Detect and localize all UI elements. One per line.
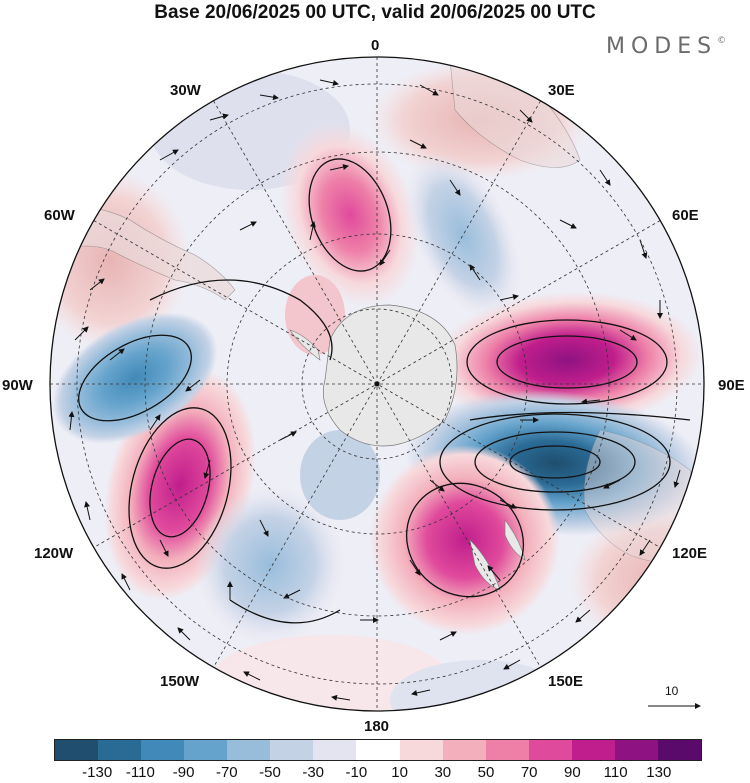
lon-label-150e: 150E	[548, 673, 584, 690]
lon-label-120e: 120E	[672, 545, 708, 562]
colorbar-tick-label: -110	[125, 764, 155, 781]
colorbar-swatch	[313, 740, 357, 760]
brand-mark: ©	[717, 36, 727, 46]
wind-vectors	[68, 79, 681, 701]
colorbar-tick-label: 90	[564, 764, 581, 781]
reference-vector-label: 10	[665, 684, 679, 698]
lon-label-180: 180	[364, 718, 390, 735]
colorbar	[54, 739, 702, 761]
colorbar-swatch	[399, 740, 443, 760]
colorbar-tick-label: 10	[391, 764, 408, 781]
colorbar-swatch	[356, 740, 400, 760]
colorbar-swatch	[571, 740, 615, 760]
colorbar-swatch	[657, 740, 701, 760]
colorbar-swatch	[227, 740, 271, 760]
colorbar-tick-label: 110	[603, 764, 628, 781]
lon-label-90e: 90E	[718, 377, 745, 394]
colorbar-swatch	[614, 740, 658, 760]
lon-label-30w: 30W	[170, 82, 201, 99]
lon-label-0: 0	[371, 37, 380, 54]
colorbar-swatch	[141, 740, 185, 760]
colorbar-tick-label: -30	[302, 764, 325, 781]
map-disk	[50, 57, 704, 711]
brand-logo: MODES©	[606, 34, 726, 59]
brand-text: MODES	[606, 34, 718, 59]
colorbar-swatch	[184, 740, 228, 760]
colorbar-swatch	[55, 740, 99, 760]
lon-label-60w: 60W	[44, 207, 75, 224]
colorbar-tick-label: 50	[477, 764, 495, 781]
colorbar-tick-label: 130	[646, 764, 672, 781]
colorbar-tick-label: -130	[82, 764, 113, 781]
map-border	[49, 56, 705, 712]
colorbar-tick-label: -90	[172, 764, 195, 781]
colorbar-tick-label: -70	[215, 764, 238, 781]
lon-label-60e: 60E	[672, 207, 699, 224]
lon-label-90w: 90W	[2, 377, 33, 394]
colorbar-tick-label: -10	[345, 764, 368, 781]
colorbar-swatch	[442, 740, 486, 760]
colorbar-swatch	[528, 740, 572, 760]
colorbar-swatch	[270, 740, 314, 760]
lon-label-150w: 150W	[160, 673, 200, 690]
colorbar-swatch	[485, 740, 529, 760]
colorbar-tick-label: -50	[259, 764, 281, 781]
colorbar-tick-label: 30	[434, 764, 452, 781]
map-title: Base 20/06/2025 00 UTC, valid 20/06/2025…	[154, 2, 596, 23]
colorbar-tick-label: 70	[520, 764, 538, 781]
colorbar-swatch	[98, 740, 142, 760]
colorbar-labels: -130 -110 -90 -70 -50 -30 -10 10 30 50 70 90 110 130	[54, 764, 702, 782]
lon-label-120w: 120W	[34, 545, 74, 562]
lon-label-30e: 30E	[548, 82, 575, 99]
